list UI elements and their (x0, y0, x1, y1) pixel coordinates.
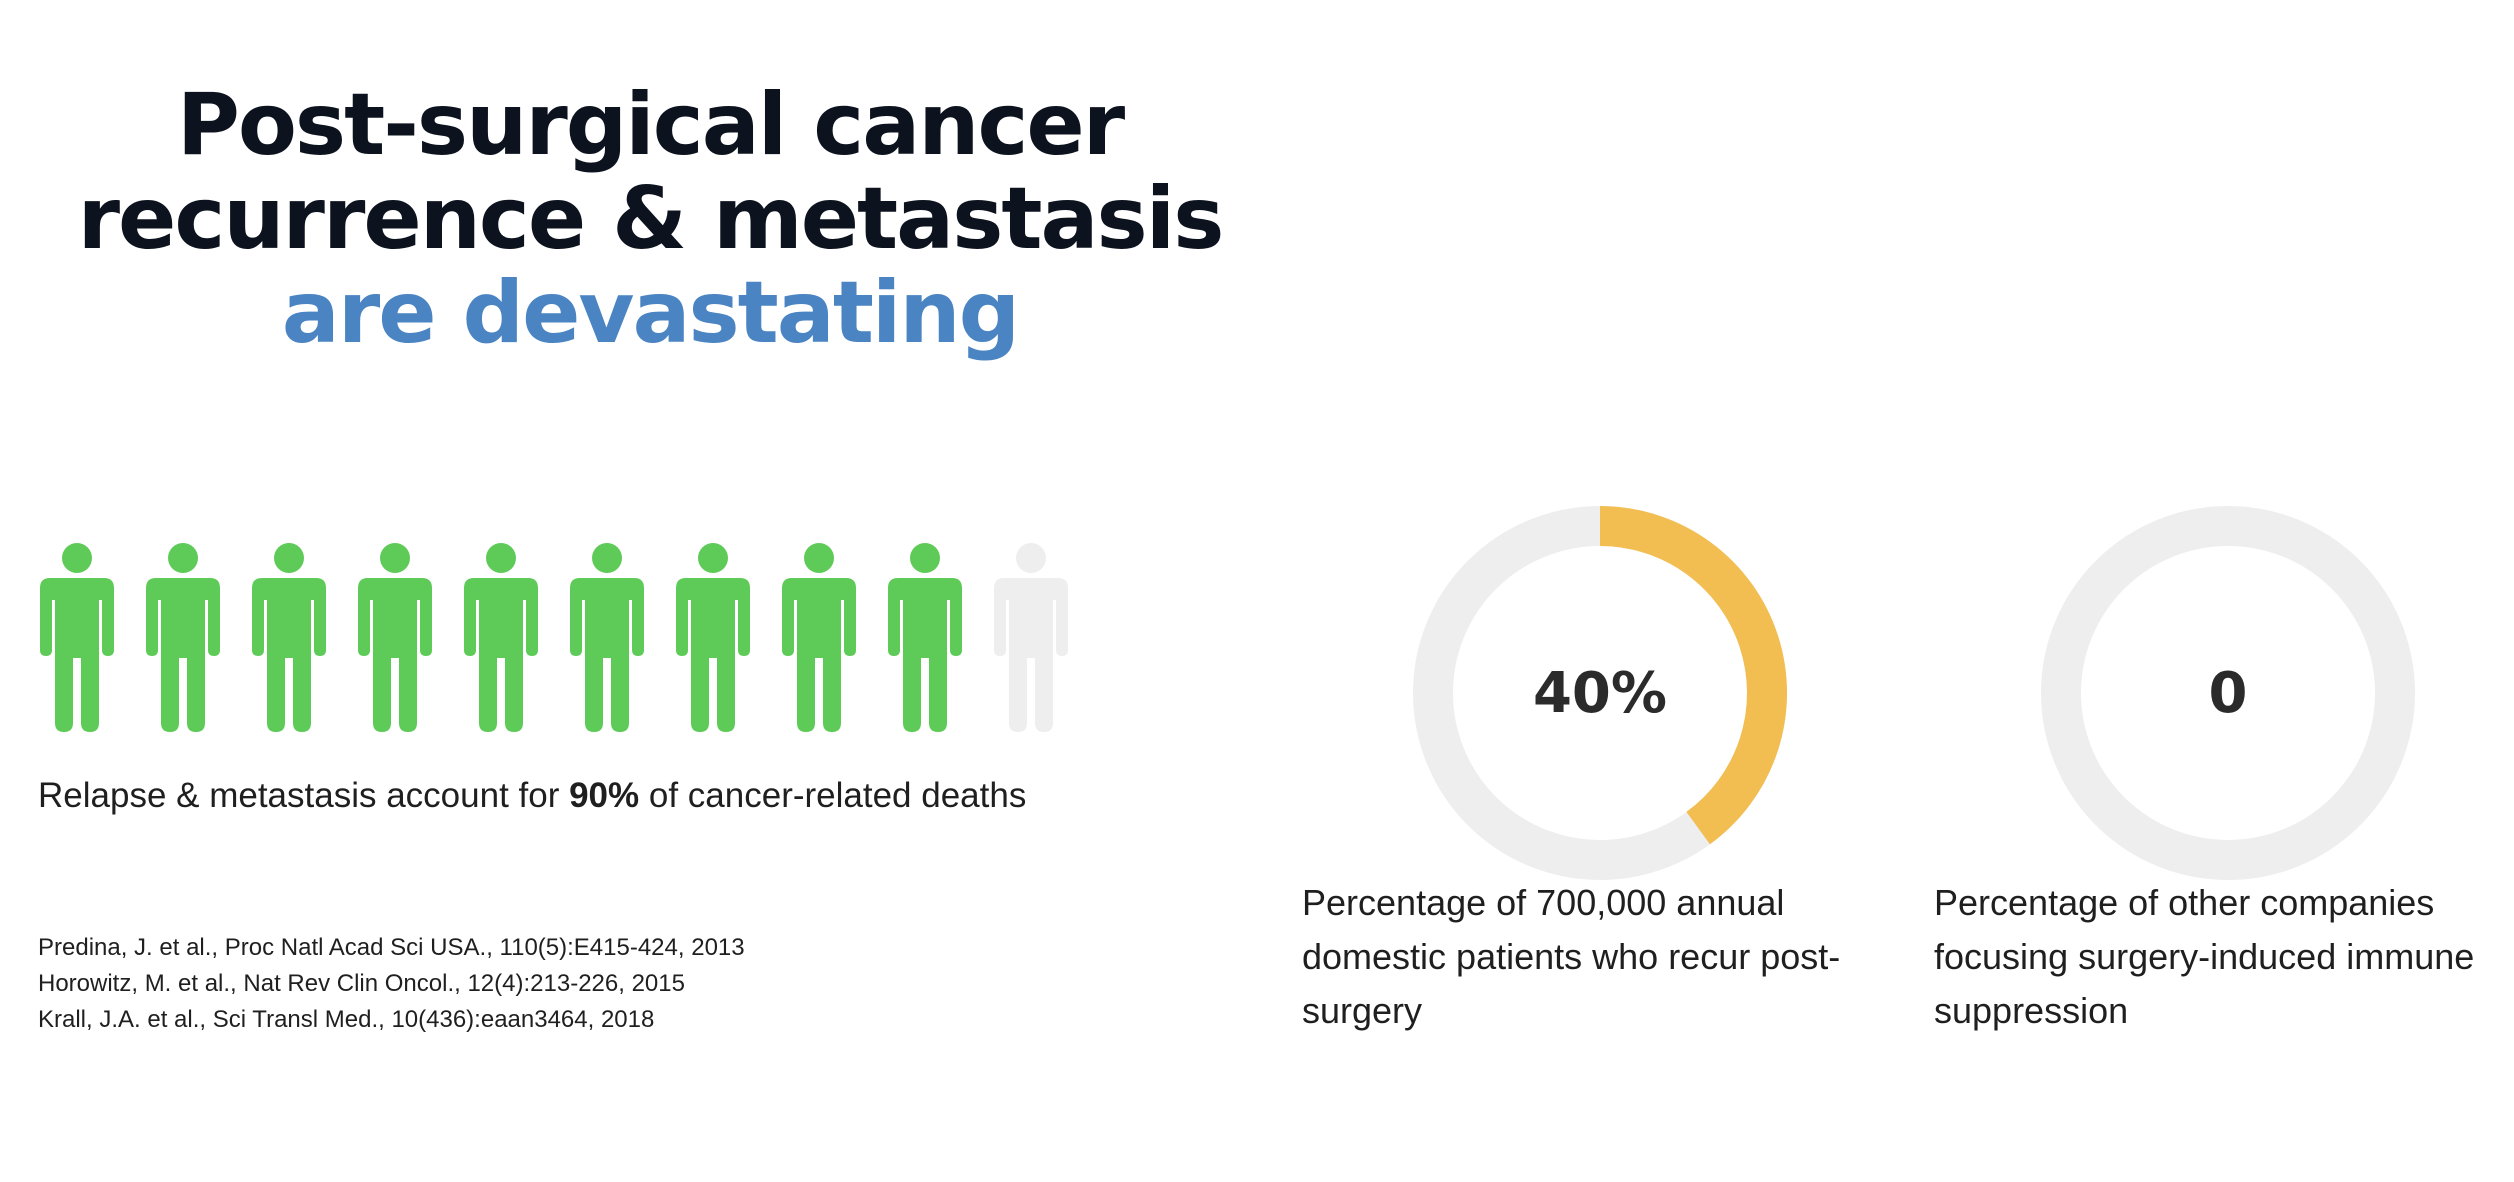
person-icon (674, 542, 752, 732)
person-icon (144, 542, 222, 732)
recurrence-description: Percentage of 700,000 annual domestic pa… (1302, 882, 1841, 1031)
companies-donut-ring (2041, 506, 2415, 880)
caption-emphasis: 90% (569, 776, 640, 815)
person-icon (38, 542, 116, 732)
recurrence-donut-ring (1413, 506, 1787, 880)
caption-before: Relapse & metastasis account for (38, 776, 570, 815)
donut-arc (1599, 506, 1787, 845)
recurrence-donut: 40% (1413, 506, 1787, 880)
person-icon (356, 542, 434, 732)
person-icon (992, 542, 1070, 732)
companies-donut: 0 (2041, 506, 2415, 880)
headline-line-1: Post-surgical cancer (176, 75, 1125, 175)
deaths-caption: Relapse & metastasis account for 90% of … (38, 776, 1026, 816)
references: Predina, J. et al., Proc Natl Acad Sci U… (38, 930, 745, 1038)
recurrence-value: 40% (1532, 660, 1668, 726)
person-icon (250, 542, 328, 732)
person-icon (886, 542, 964, 732)
person-icon (462, 542, 540, 732)
donut-track (2041, 506, 2415, 880)
person-icon (780, 542, 858, 732)
person-icon (568, 542, 646, 732)
reference-item: Krall, J.A. et al., Sci Transl Med., 10(… (38, 1006, 655, 1033)
headline-line-2: recurrence & metastasis (77, 169, 1225, 269)
headline-accent: are devastating (281, 263, 1020, 363)
reference-item: Horowitz, M. et al., Nat Rev Clin Oncol.… (38, 970, 685, 997)
reference-item: Predina, J. et al., Proc Natl Acad Sci U… (38, 934, 745, 961)
people-pictogram (38, 542, 1070, 732)
companies-value: 0 (2208, 660, 2248, 726)
caption-after: of cancer-related deaths (639, 776, 1027, 815)
companies-description: Percentage of other companies focusing s… (1934, 882, 2475, 1031)
headline: Post-surgical cancer recurrence & metast… (0, 78, 1300, 360)
